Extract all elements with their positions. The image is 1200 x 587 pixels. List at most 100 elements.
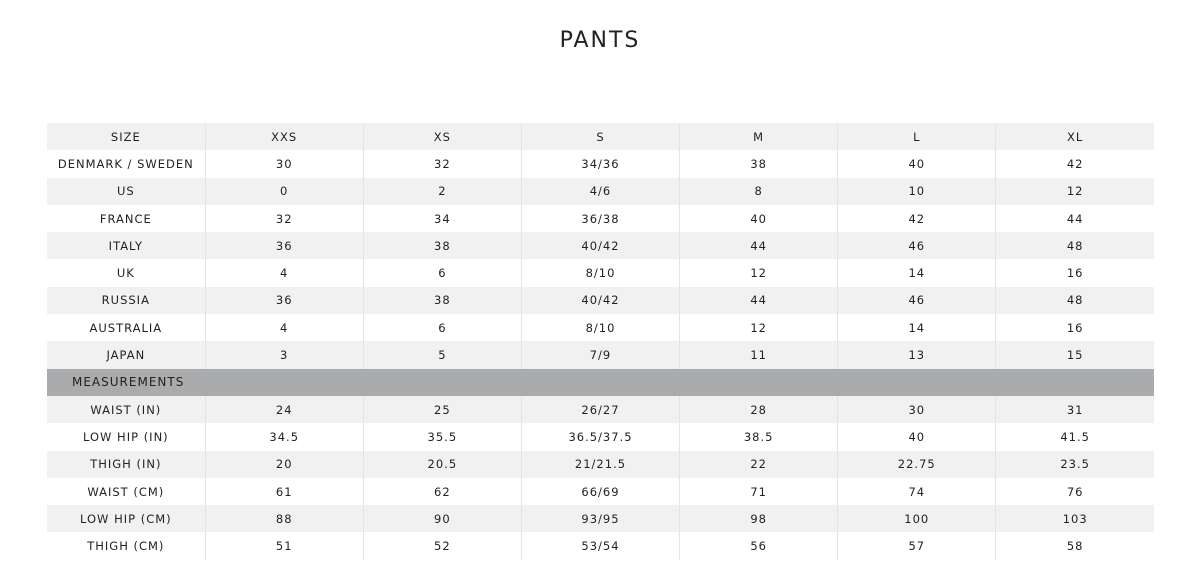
table-row: US 0 2 4/6 8 10 12	[47, 177, 1154, 205]
row-label: SIZE	[47, 123, 206, 151]
header-row: SIZE XXS XS S M L XL	[47, 123, 1154, 151]
table-cell: 22.75	[837, 450, 996, 478]
table-cell: 28	[679, 395, 838, 424]
table-cell: 44	[679, 286, 838, 315]
table-cell: 90	[362, 505, 522, 533]
table-cell: 40/42	[520, 232, 680, 260]
row-label: LOW HIP (IN)	[47, 423, 206, 451]
table-cell: 44	[995, 204, 1154, 233]
table-row: DENMARK / SWEDEN 30 32 34/36 38 40 42	[47, 150, 1154, 178]
table-cell: 48	[995, 232, 1154, 260]
table-cell: 53/54	[520, 532, 680, 560]
table-cell: 71	[679, 477, 838, 506]
table-cell: 93/95	[520, 505, 680, 533]
table-cell: XXS	[204, 123, 364, 151]
table-cell: 16	[995, 314, 1154, 342]
table-cell: M	[679, 123, 838, 151]
row-label: RUSSIA	[47, 286, 206, 315]
table-cell: 4/6	[520, 177, 680, 205]
table-cell: 36	[204, 286, 364, 315]
table-cell: 34	[362, 204, 522, 233]
row-label: WAIST (IN)	[47, 395, 206, 424]
table-cell: 40/42	[520, 286, 680, 315]
table-row: JAPAN 3 5 7/9 11 13 15	[47, 341, 1154, 369]
table-cell: 36/38	[520, 204, 680, 233]
table-cell: 42	[995, 150, 1154, 178]
table-cell: 100	[837, 505, 996, 533]
table-row: AUSTRALIA 4 6 8/10 12 14 16	[47, 314, 1154, 342]
table-cell: 11	[679, 341, 838, 369]
table-cell: 2	[362, 177, 522, 205]
table-cell: 30	[837, 395, 996, 424]
table-cell: 40	[837, 423, 996, 451]
table-cell: XS	[362, 123, 522, 151]
table-cell: 51	[204, 532, 364, 560]
table-cell: 34.5	[204, 423, 364, 451]
table-cell: S	[520, 123, 680, 151]
table-cell: 38	[362, 286, 522, 315]
table-cell: 20.5	[362, 450, 522, 478]
table-row: THIGH (IN) 20 20.5 21/21.5 22 22.75 23.5	[47, 450, 1154, 478]
table-cell: 36	[204, 232, 364, 260]
table-cell: 44	[679, 232, 838, 260]
table-cell: 15	[995, 341, 1154, 369]
table-cell: 21/21.5	[520, 450, 680, 478]
table-cell: 31	[995, 395, 1154, 424]
row-label: AUSTRALIA	[47, 314, 206, 342]
row-label: ITALY	[47, 232, 206, 260]
table-cell: 40	[837, 150, 996, 178]
table-cell: 4	[204, 259, 364, 287]
table-cell: 25	[362, 395, 522, 424]
table-cell: 46	[837, 286, 996, 315]
table-cell: 66/69	[520, 477, 680, 506]
table-row: FRANCE 32 34 36/38 40 42 44	[47, 204, 1154, 233]
table-cell: 35.5	[362, 423, 522, 451]
table-cell: 20	[204, 450, 364, 478]
table-cell: 14	[837, 259, 996, 287]
table-cell: 32	[204, 204, 364, 233]
table-row: LOW HIP (IN) 34.5 35.5 36.5/37.5 38.5 40 41.5	[47, 423, 1154, 451]
table-cell: 98	[679, 505, 838, 533]
table-cell: 23.5	[995, 450, 1154, 478]
table-cell: 88	[204, 505, 364, 533]
table-cell: 58	[995, 532, 1154, 560]
table-cell: 38	[679, 150, 838, 178]
row-label: DENMARK / SWEDEN	[47, 150, 206, 178]
table-cell: 34/36	[520, 150, 680, 178]
table-cell: 42	[837, 204, 996, 233]
row-label: THIGH (IN)	[47, 450, 206, 478]
table-cell: 16	[995, 259, 1154, 287]
table-cell: 32	[362, 150, 522, 178]
table-cell: 4	[204, 314, 364, 342]
table-cell: XL	[995, 123, 1154, 151]
table-cell: 57	[837, 532, 996, 560]
table-cell: 7/9	[520, 341, 680, 369]
row-label: US	[47, 177, 206, 205]
table-row: RUSSIA 36 38 40/42 44 46 48	[47, 286, 1154, 315]
table-cell: 41.5	[995, 423, 1154, 451]
table-cell: 103	[995, 505, 1154, 533]
table-cell: 40	[679, 204, 838, 233]
size-chart-table: SIZE XXS XS S M L XL DENMARK / SWEDEN 30 32 34/36 3…	[47, 123, 1154, 560]
table-cell: 14	[837, 314, 996, 342]
table-cell: L	[837, 123, 996, 151]
table-cell: 12	[679, 259, 838, 287]
table-cell: 22	[679, 450, 838, 478]
table-cell: 13	[837, 341, 996, 369]
table-cell: 24	[204, 395, 364, 424]
row-label: WAIST (CM)	[47, 477, 206, 506]
table-cell: 61	[204, 477, 364, 506]
row-label: JAPAN	[47, 341, 206, 369]
table-cell: 26/27	[520, 395, 680, 424]
table-cell: 46	[837, 232, 996, 260]
table-cell: 62	[362, 477, 522, 506]
table-cell: 76	[995, 477, 1154, 506]
table-cell: 56	[679, 532, 838, 560]
table-row: ITALY 36 38 40/42 44 46 48	[47, 232, 1154, 260]
measurements-label: MEASUREMENTS	[47, 368, 1154, 396]
page-title: PANTS	[559, 28, 641, 53]
row-label: FRANCE	[47, 204, 206, 233]
table-row: UK 4 6 8/10 12 14 16	[47, 259, 1154, 287]
table-cell: 74	[837, 477, 996, 506]
table-cell: 52	[362, 532, 522, 560]
